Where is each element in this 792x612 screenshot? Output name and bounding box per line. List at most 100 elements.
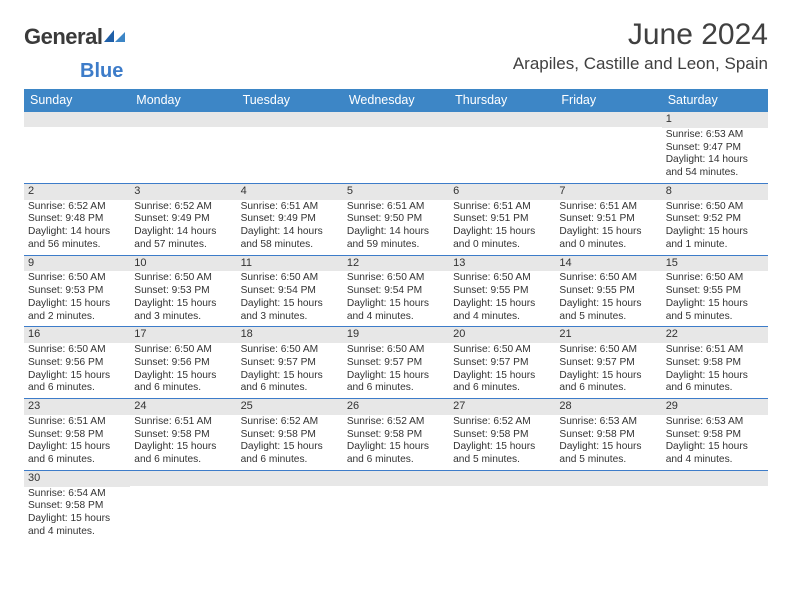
sunrise-text: Sunrise: 6:52 AM <box>347 416 445 429</box>
day-number: 28 <box>555 399 661 415</box>
day-body: Sunrise: 6:52 AMSunset: 9:48 PMDaylight:… <box>24 200 130 255</box>
day-body: Sunrise: 6:51 AMSunset: 9:50 PMDaylight:… <box>343 200 449 255</box>
daylight-text: Daylight: 14 hours and 56 minutes. <box>28 226 126 252</box>
weekday-tuesday: Tuesday <box>237 89 343 112</box>
day-number: 12 <box>343 256 449 272</box>
day-body: Sunrise: 6:52 AMSunset: 9:49 PMDaylight:… <box>130 200 236 255</box>
daylight-text: Daylight: 15 hours and 5 minutes. <box>453 441 551 467</box>
week-row: 30Sunrise: 6:54 AMSunset: 9:58 PMDayligh… <box>24 471 768 542</box>
sunrise-text: Sunrise: 6:51 AM <box>28 416 126 429</box>
day-cell: 3Sunrise: 6:52 AMSunset: 9:49 PMDaylight… <box>130 184 236 255</box>
week-row: 2Sunrise: 6:52 AMSunset: 9:48 PMDaylight… <box>24 184 768 256</box>
sunrise-text: Sunrise: 6:50 AM <box>134 272 232 285</box>
day-body: Sunrise: 6:53 AMSunset: 9:58 PMDaylight:… <box>555 415 661 470</box>
day-cell: 10Sunrise: 6:50 AMSunset: 9:53 PMDayligh… <box>130 256 236 327</box>
day-body: Sunrise: 6:54 AMSunset: 9:58 PMDaylight:… <box>24 487 130 542</box>
empty-daynum-bar <box>237 471 343 486</box>
day-cell: 22Sunrise: 6:51 AMSunset: 9:58 PMDayligh… <box>662 327 768 398</box>
month-title: June 2024 <box>513 18 768 52</box>
day-cell: 13Sunrise: 6:50 AMSunset: 9:55 PMDayligh… <box>449 256 555 327</box>
daylight-text: Daylight: 15 hours and 6 minutes. <box>666 370 764 396</box>
day-cell: 29Sunrise: 6:53 AMSunset: 9:58 PMDayligh… <box>662 399 768 470</box>
day-number: 30 <box>24 471 130 487</box>
day-body: Sunrise: 6:50 AMSunset: 9:56 PMDaylight:… <box>130 343 236 398</box>
location-subtitle: Arapiles, Castille and Leon, Spain <box>513 54 768 74</box>
sunset-text: Sunset: 9:55 PM <box>666 285 764 298</box>
day-body: Sunrise: 6:50 AMSunset: 9:55 PMDaylight:… <box>555 271 661 326</box>
day-cell: 26Sunrise: 6:52 AMSunset: 9:58 PMDayligh… <box>343 399 449 470</box>
sunrise-text: Sunrise: 6:50 AM <box>666 201 764 214</box>
day-cell: 4Sunrise: 6:51 AMSunset: 9:49 PMDaylight… <box>237 184 343 255</box>
day-number: 20 <box>449 327 555 343</box>
daylight-text: Daylight: 15 hours and 4 minutes. <box>347 298 445 324</box>
day-body: Sunrise: 6:52 AMSunset: 9:58 PMDaylight:… <box>449 415 555 470</box>
day-number: 16 <box>24 327 130 343</box>
sunrise-text: Sunrise: 6:50 AM <box>347 272 445 285</box>
empty-cell <box>24 112 130 183</box>
empty-cell <box>555 112 661 183</box>
day-cell: 16Sunrise: 6:50 AMSunset: 9:56 PMDayligh… <box>24 327 130 398</box>
day-cell: 9Sunrise: 6:50 AMSunset: 9:53 PMDaylight… <box>24 256 130 327</box>
daylight-text: Daylight: 15 hours and 5 minutes. <box>666 298 764 324</box>
day-number: 7 <box>555 184 661 200</box>
daylight-text: Daylight: 15 hours and 0 minutes. <box>559 226 657 252</box>
weekday-saturday: Saturday <box>662 89 768 112</box>
week-row: 16Sunrise: 6:50 AMSunset: 9:56 PMDayligh… <box>24 327 768 399</box>
sunset-text: Sunset: 9:58 PM <box>666 357 764 370</box>
day-cell: 18Sunrise: 6:50 AMSunset: 9:57 PMDayligh… <box>237 327 343 398</box>
day-cell: 25Sunrise: 6:52 AMSunset: 9:58 PMDayligh… <box>237 399 343 470</box>
day-number: 11 <box>237 256 343 272</box>
daylight-text: Daylight: 15 hours and 0 minutes. <box>453 226 551 252</box>
day-body: Sunrise: 6:53 AMSunset: 9:47 PMDaylight:… <box>662 128 768 183</box>
sunrise-text: Sunrise: 6:51 AM <box>666 344 764 357</box>
sunset-text: Sunset: 9:58 PM <box>559 429 657 442</box>
day-body: Sunrise: 6:53 AMSunset: 9:58 PMDaylight:… <box>662 415 768 470</box>
day-body: Sunrise: 6:50 AMSunset: 9:53 PMDaylight:… <box>130 271 236 326</box>
sunrise-text: Sunrise: 6:50 AM <box>241 272 339 285</box>
sunset-text: Sunset: 9:57 PM <box>241 357 339 370</box>
sunrise-text: Sunrise: 6:51 AM <box>241 201 339 214</box>
day-number: 3 <box>130 184 236 200</box>
week-row: 9Sunrise: 6:50 AMSunset: 9:53 PMDaylight… <box>24 256 768 328</box>
day-body: Sunrise: 6:50 AMSunset: 9:57 PMDaylight:… <box>343 343 449 398</box>
logo-text-main: General <box>24 24 102 50</box>
sunset-text: Sunset: 9:56 PM <box>28 357 126 370</box>
sunset-text: Sunset: 9:57 PM <box>453 357 551 370</box>
header: General June 2024 Arapiles, Castille and… <box>24 18 768 74</box>
day-number: 22 <box>662 327 768 343</box>
day-number: 29 <box>662 399 768 415</box>
day-body: Sunrise: 6:51 AMSunset: 9:51 PMDaylight:… <box>555 200 661 255</box>
sunrise-text: Sunrise: 6:50 AM <box>453 344 551 357</box>
daylight-text: Daylight: 15 hours and 6 minutes. <box>28 441 126 467</box>
day-body: Sunrise: 6:50 AMSunset: 9:52 PMDaylight:… <box>662 200 768 255</box>
daylight-text: Daylight: 14 hours and 57 minutes. <box>134 226 232 252</box>
daylight-text: Daylight: 15 hours and 2 minutes. <box>28 298 126 324</box>
day-body: Sunrise: 6:50 AMSunset: 9:53 PMDaylight:… <box>24 271 130 326</box>
daylight-text: Daylight: 15 hours and 6 minutes. <box>347 370 445 396</box>
week-row: 1Sunrise: 6:53 AMSunset: 9:47 PMDaylight… <box>24 112 768 184</box>
day-number: 4 <box>237 184 343 200</box>
daylight-text: Daylight: 15 hours and 6 minutes. <box>134 370 232 396</box>
sunset-text: Sunset: 9:49 PM <box>241 213 339 226</box>
sunrise-text: Sunrise: 6:50 AM <box>241 344 339 357</box>
empty-cell <box>130 112 236 183</box>
empty-daynum-bar <box>24 112 130 127</box>
logo-flag-icon <box>104 28 126 49</box>
sunset-text: Sunset: 9:51 PM <box>559 213 657 226</box>
day-body: Sunrise: 6:50 AMSunset: 9:57 PMDaylight:… <box>237 343 343 398</box>
sunset-text: Sunset: 9:52 PM <box>666 213 764 226</box>
sunset-text: Sunset: 9:53 PM <box>134 285 232 298</box>
empty-cell <box>555 471 661 542</box>
weekday-sunday: Sunday <box>24 89 130 112</box>
sunset-text: Sunset: 9:58 PM <box>666 429 764 442</box>
sunrise-text: Sunrise: 6:50 AM <box>28 344 126 357</box>
sunrise-text: Sunrise: 6:52 AM <box>28 201 126 214</box>
daylight-text: Daylight: 14 hours and 54 minutes. <box>666 154 764 180</box>
day-body: Sunrise: 6:50 AMSunset: 9:54 PMDaylight:… <box>343 271 449 326</box>
day-cell: 5Sunrise: 6:51 AMSunset: 9:50 PMDaylight… <box>343 184 449 255</box>
day-cell: 11Sunrise: 6:50 AMSunset: 9:54 PMDayligh… <box>237 256 343 327</box>
sunrise-text: Sunrise: 6:51 AM <box>559 201 657 214</box>
sunset-text: Sunset: 9:50 PM <box>347 213 445 226</box>
sunrise-text: Sunrise: 6:51 AM <box>453 201 551 214</box>
empty-daynum-bar <box>130 112 236 127</box>
